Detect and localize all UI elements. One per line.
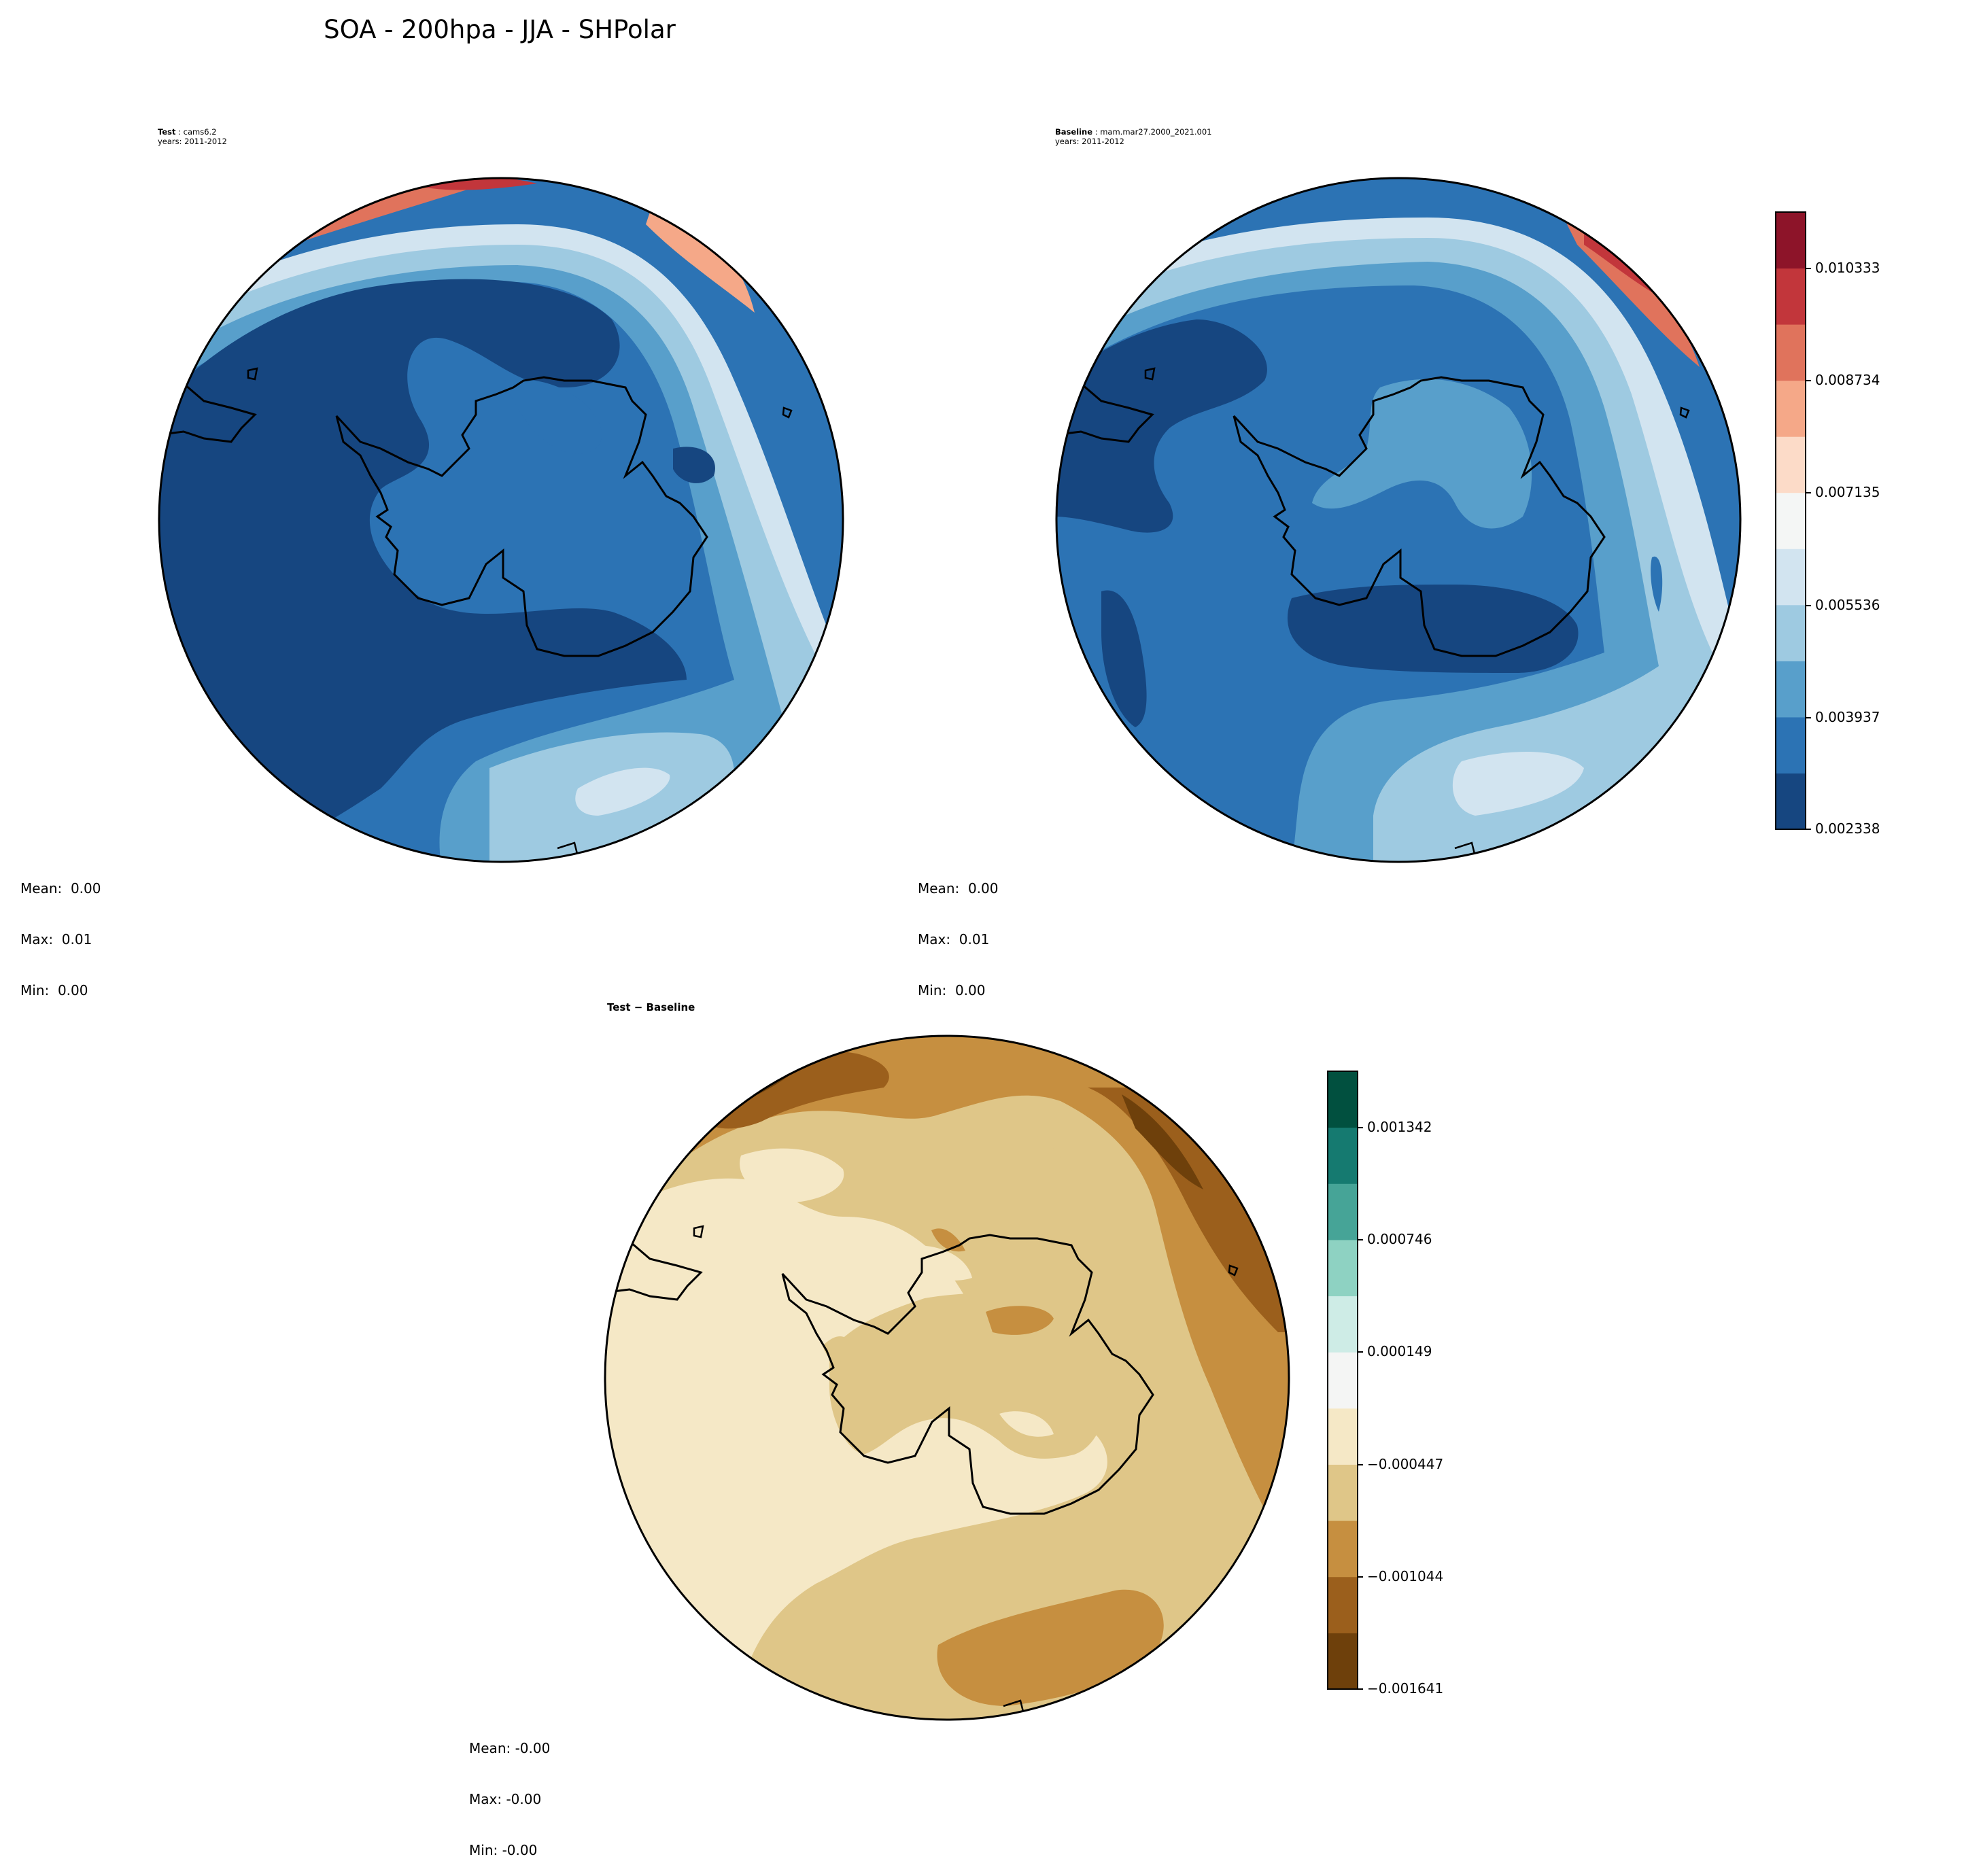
- main-colorbar-segment: [1776, 661, 1806, 718]
- baseline-years: years: 2011-2012: [1055, 137, 1124, 146]
- diff-colorbar-segment: [1328, 1239, 1358, 1297]
- diff-colorbar-segment: [1328, 1183, 1358, 1240]
- baseline-max: Max: 0.01: [918, 931, 990, 948]
- diff-colorbar-border: [1327, 1071, 1358, 1690]
- test-label: Test: [158, 127, 176, 137]
- diff-colorbar-segment: [1328, 1576, 1358, 1633]
- diff-map: [604, 1035, 1290, 1721]
- test-map: [158, 177, 844, 863]
- diff-colorbar-segment: [1328, 1352, 1358, 1409]
- test-map-boundary: [158, 177, 844, 863]
- figure-title: SOA - 200hpa - JJA - SHPolar: [324, 15, 676, 44]
- diff-mean: Mean: -0.00: [469, 1740, 551, 1756]
- test-mean: Mean: 0.00: [20, 880, 101, 897]
- baseline-panel-title: Baseline : mam.mar27.2000_2021.001 years…: [1055, 127, 1212, 146]
- diff-colorbar-tick-label: −0.000447: [1367, 1456, 1444, 1472]
- test-case: cams6.2: [183, 127, 217, 137]
- main-colorbar-segment: [1776, 773, 1806, 830]
- diff-colorbar-segment: [1328, 1071, 1358, 1128]
- diff-colorbar-segment: [1328, 1633, 1358, 1690]
- diff-colorbar: [1327, 1071, 1363, 1690]
- main-colorbar-tick-label: 0.007135: [1815, 484, 1880, 500]
- main-colorbar-tick-label: 0.010333: [1815, 260, 1880, 276]
- diff-colorbar-tick-label: −0.001044: [1367, 1568, 1444, 1584]
- diff-map-boundary: [604, 1035, 1290, 1721]
- main-colorbar-segment: [1776, 716, 1806, 774]
- diff-colorbar-tick-label: 0.001342: [1367, 1119, 1432, 1135]
- main-colorbar-segment: [1776, 492, 1806, 549]
- baseline-min: Min: 0.00: [918, 982, 986, 998]
- main-colorbar-tick-label: 0.003937: [1815, 709, 1880, 725]
- main-colorbar-tick-label: 0.005536: [1815, 597, 1880, 613]
- main-colorbar-border: [1775, 211, 1806, 830]
- baseline-map: [1055, 177, 1742, 863]
- test-max: Max: 0.01: [20, 931, 92, 948]
- main-colorbar-segment: [1776, 549, 1806, 606]
- diff-stats: Mean: -0.00 Max: -0.00 Min: -0.00: [469, 1706, 550, 1876]
- main-colorbar-segment: [1776, 436, 1806, 493]
- main-colorbar-segment: [1776, 604, 1806, 661]
- baseline-case: mam.mar27.2000_2021.001: [1100, 127, 1212, 137]
- test-years: years: 2011-2012: [158, 137, 227, 146]
- main-colorbar-segment: [1776, 212, 1806, 269]
- baseline-mean: Mean: 0.00: [918, 880, 999, 897]
- baseline-label: Baseline: [1055, 127, 1093, 137]
- diff-min: Min: -0.00: [469, 1842, 538, 1858]
- diff-colorbar-tick-label: 0.000746: [1367, 1231, 1432, 1247]
- diff-colorbar-segment: [1328, 1464, 1358, 1521]
- diff-max: Max: -0.00: [469, 1791, 542, 1807]
- baseline-stats: Mean: 0.00 Max: 0.01 Min: 0.00: [918, 846, 998, 1016]
- diff-colorbar-tick-label: 0.000149: [1367, 1343, 1432, 1359]
- main-colorbar: [1775, 211, 1811, 830]
- diff-colorbar-segment: [1328, 1127, 1358, 1184]
- test-stats: Mean: 0.00 Max: 0.01 Min: 0.00: [20, 846, 101, 1016]
- main-colorbar-tick-label: 0.002338: [1815, 820, 1880, 837]
- figure-canvas: [158, 177, 1811, 1721]
- main-colorbar-tick-label: 0.008734: [1815, 372, 1880, 388]
- diff-colorbar-segment: [1328, 1408, 1358, 1465]
- main-colorbar-segment: [1776, 268, 1806, 325]
- test-min: Min: 0.00: [20, 982, 88, 998]
- diff-colorbar-segment: [1328, 1296, 1358, 1353]
- diff-colorbar-tick-label: −0.001641: [1367, 1680, 1444, 1697]
- baseline-map-boundary: [1055, 177, 1742, 863]
- main-colorbar-segment: [1776, 380, 1806, 437]
- diff-panel-title: Test − Baseline: [607, 1001, 695, 1013]
- main-colorbar-segment: [1776, 324, 1806, 381]
- test-panel-title: Test : cams6.2 years: 2011-2012: [158, 127, 227, 146]
- diff-colorbar-segment: [1328, 1521, 1358, 1578]
